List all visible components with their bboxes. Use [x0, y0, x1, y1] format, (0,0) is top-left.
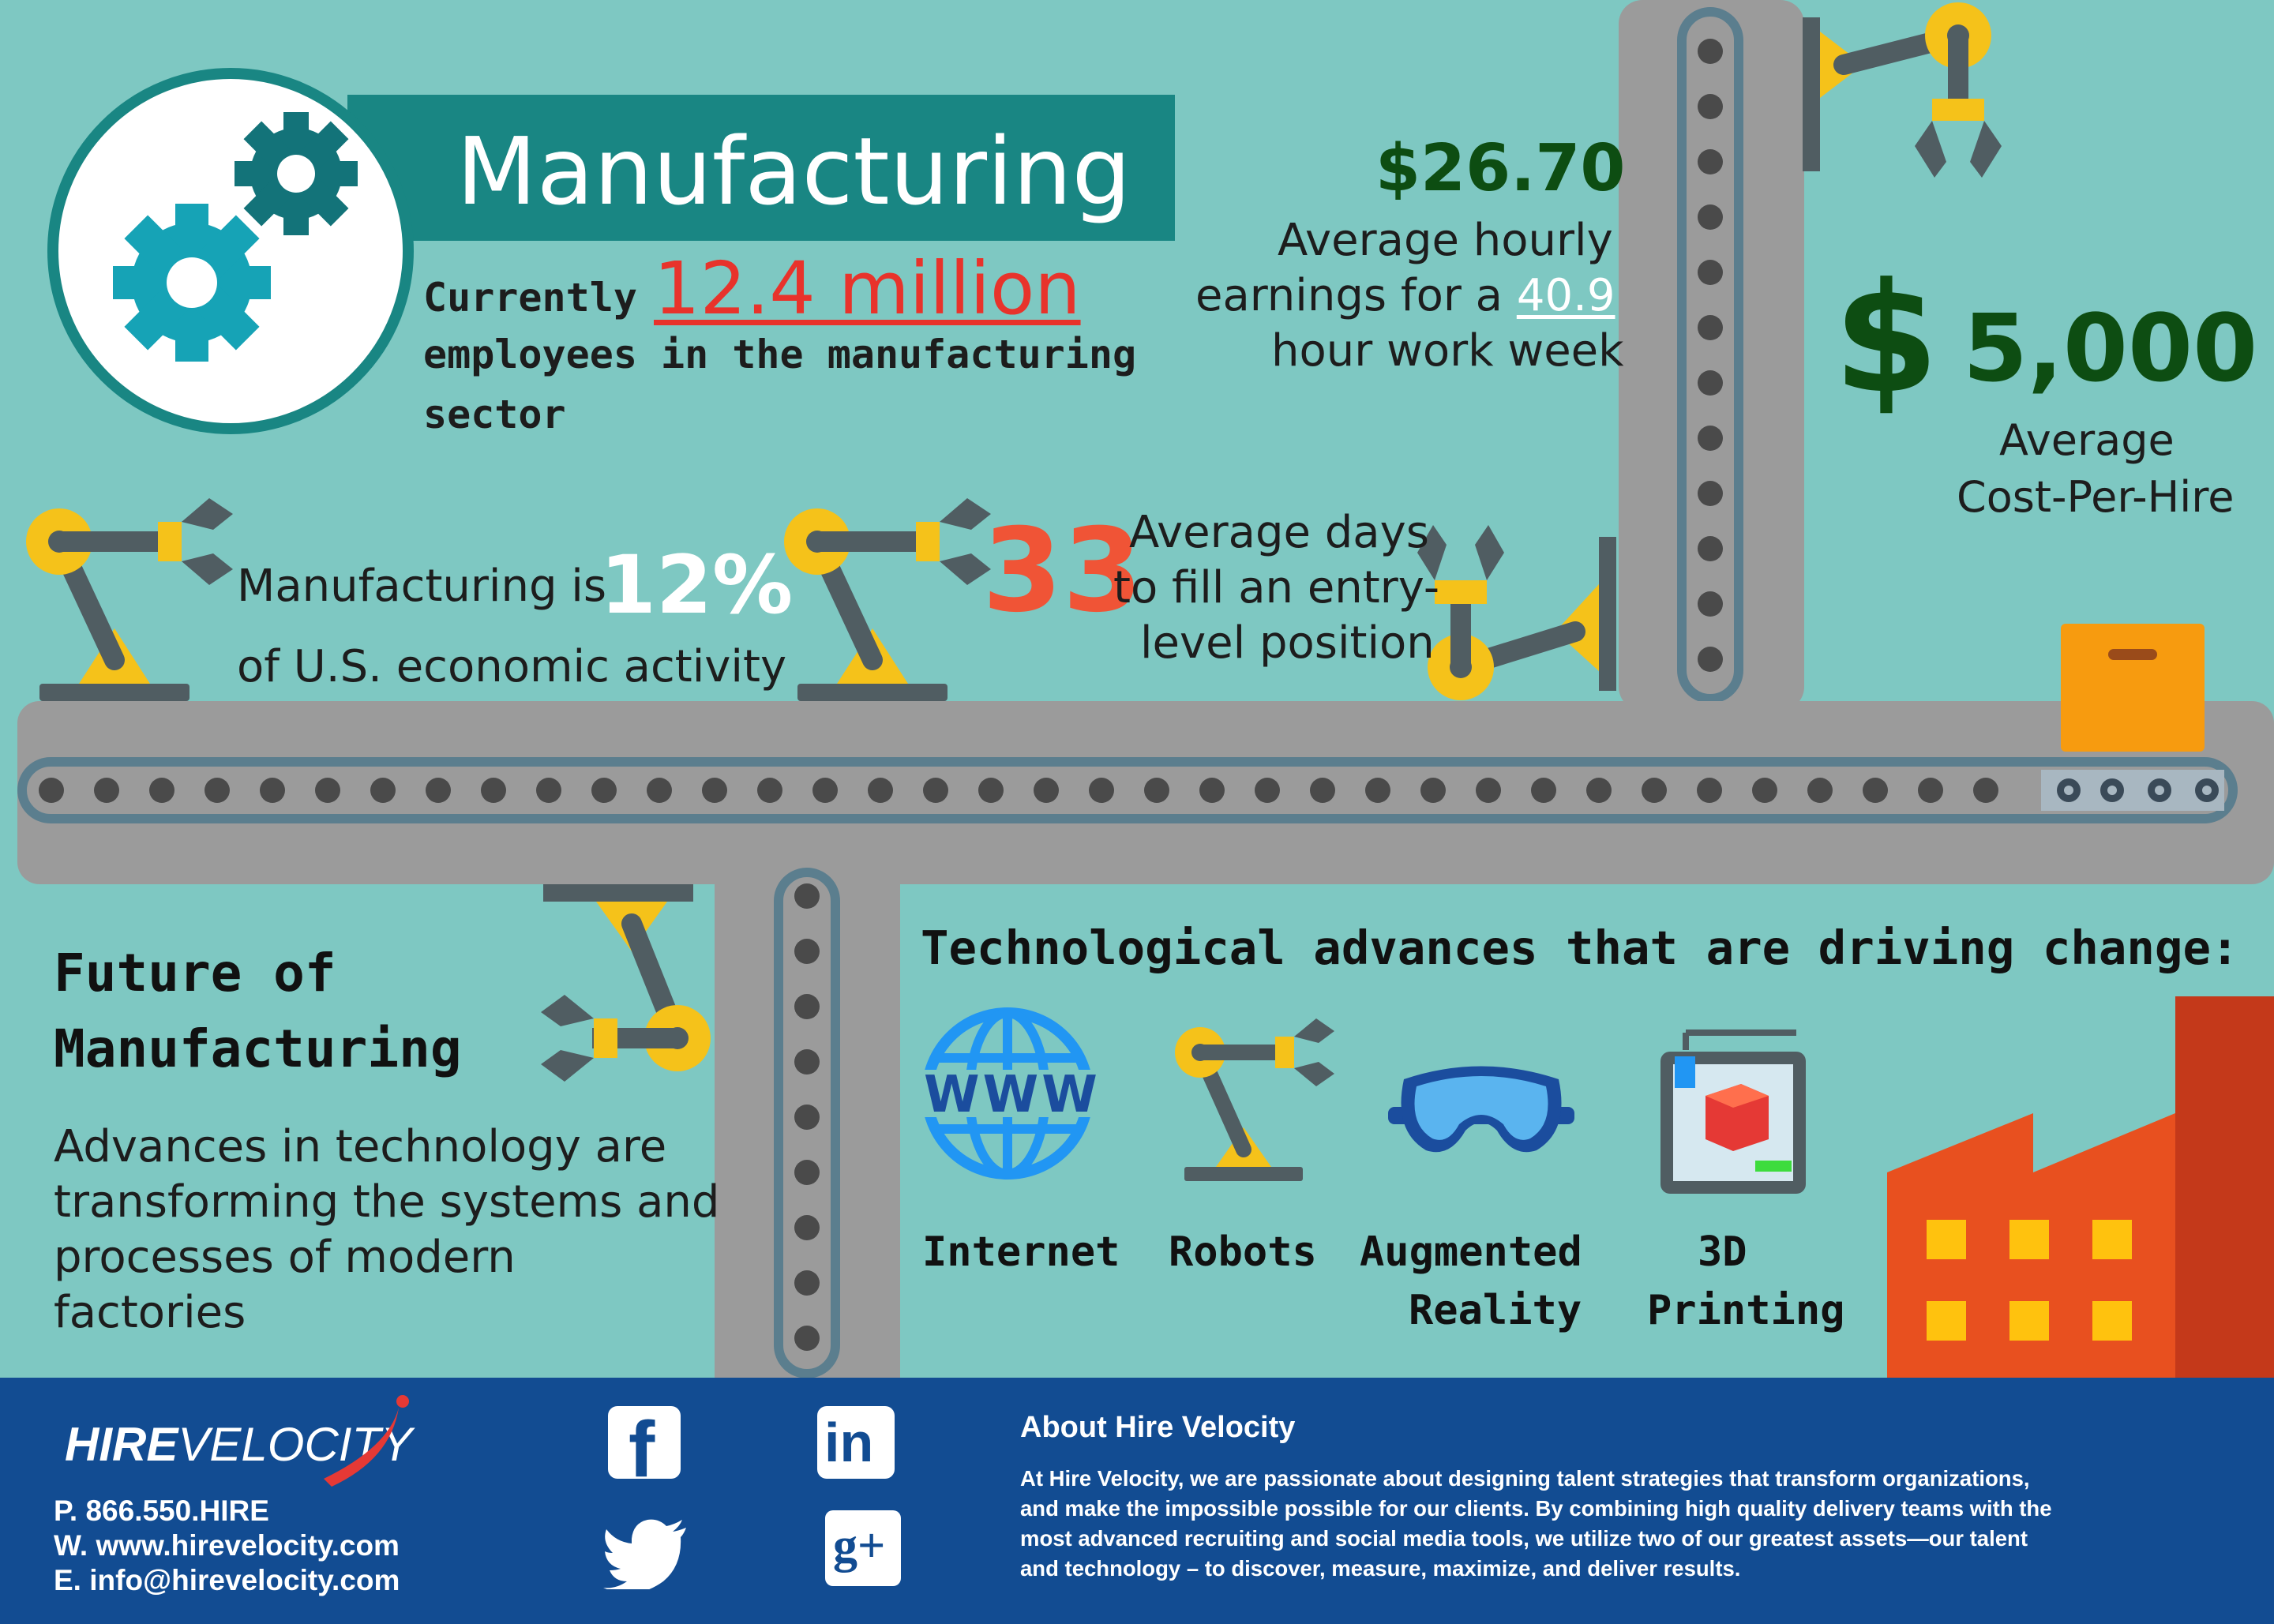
tech-label-printing: Printing	[1647, 1287, 1845, 1334]
employees-line2: employees in the manufacturing	[423, 332, 1137, 377]
page-title: Manufacturing	[456, 117, 1131, 226]
employees-value: 12.4 million	[654, 246, 1081, 331]
cost-symbol: $	[1833, 251, 1939, 427]
robot-arm-top-right	[1803, 2, 2002, 178]
hourly-value: $26.70	[1375, 131, 1626, 206]
tech-label-robots: Robots	[1169, 1228, 1317, 1276]
future-body-1: Advances in technology are	[54, 1121, 667, 1172]
robot-arm-icon	[1175, 1018, 1334, 1181]
about-line-1: At Hire Velocity, we are passionate abou…	[1020, 1466, 2030, 1491]
footer-phone[interactable]: P. 866.550.HIRE	[54, 1495, 269, 1527]
about-line-2: and make the impossible possible for our…	[1020, 1496, 2052, 1521]
future-body-2: transforming the systems and	[54, 1176, 720, 1228]
hourly-line2-text: earnings for a	[1195, 270, 1503, 321]
hourly-hours: 40.9	[1516, 270, 1615, 321]
about-line-4: and technology – to discover, measure, m…	[1020, 1556, 1741, 1581]
future-heading-2: Manufacturing	[54, 1018, 462, 1079]
logo-velocity: VELOCITY	[178, 1418, 413, 1471]
footer-web[interactable]: W. www.hirevelocity.com	[54, 1529, 400, 1562]
factory-building	[1887, 996, 2274, 1378]
cost-line2: Cost-Per-Hire	[1957, 472, 2235, 522]
cardboard-box	[2061, 624, 2205, 752]
tech-label-internet: Internet	[922, 1228, 1120, 1276]
title-banner	[347, 95, 1175, 241]
employees-line3: sector	[423, 392, 566, 437]
hourly-line3: hour work week	[1271, 325, 1624, 377]
hourly-line1: Average hourly	[1278, 215, 1613, 266]
3d-printer-icon	[1660, 1030, 1806, 1194]
future-heading-1: Future of	[54, 943, 336, 1003]
hire-velocity-logo[interactable]: HIREVELOCITY	[65, 1417, 412, 1472]
economic-pre: Manufacturing is	[237, 561, 607, 612]
tech-label-augmented: Augmented	[1360, 1228, 1582, 1276]
economic-value: 12%	[600, 538, 794, 632]
facebook-glyph: f	[629, 1406, 655, 1479]
cost-line1: Average	[1999, 415, 2175, 465]
tech-label-reality: Reality	[1409, 1287, 1582, 1334]
tech-label-3d: 3D	[1698, 1228, 1747, 1276]
globe-icon	[921, 1007, 1094, 1180]
twitter-icon[interactable]	[603, 1518, 690, 1589]
logo-hire: HIRE	[65, 1418, 178, 1471]
facebook-icon[interactable]: f	[608, 1406, 681, 1479]
employees-prefix: Currently	[423, 275, 637, 321]
days-value: 33	[982, 504, 1143, 638]
about-line-3: most advanced recruiting and social medi…	[1020, 1526, 2028, 1551]
linkedin-glyph: in	[824, 1412, 874, 1473]
globe-www-label: WWW	[924, 1066, 1101, 1124]
future-body-4: factories	[54, 1287, 246, 1338]
cost-value: 5,000	[1963, 294, 2258, 403]
footer-email[interactable]: E. info@hirevelocity.com	[54, 1564, 400, 1596]
days-line2: to fill an entry-	[1113, 562, 1440, 613]
days-line3: level position	[1140, 617, 1435, 669]
robot-arm-bottom	[541, 884, 711, 1082]
vr-goggles-icon	[1388, 1066, 1574, 1153]
logo-swoosh-icon	[324, 1395, 409, 1487]
tech-heading: Technological advances that are driving …	[921, 921, 2239, 975]
economic-line2: of U.S. economic activity	[237, 641, 787, 692]
footer: HIREVELOCITY P. 866.550.HIRE W. www.hire…	[0, 1378, 2274, 1624]
about-heading: About Hire Velocity	[1020, 1411, 1296, 1444]
google-plus-icon[interactable]: g+	[825, 1510, 901, 1586]
hourly-line2: earnings for a 40.9	[1195, 270, 1615, 321]
robot-arm-mid-right	[1417, 525, 1616, 700]
future-body-3: processes of modern	[54, 1232, 516, 1283]
linkedin-icon[interactable]: in	[817, 1406, 895, 1479]
google-plus-glyph: g+	[833, 1519, 886, 1573]
days-line1: Average days	[1129, 507, 1429, 558]
